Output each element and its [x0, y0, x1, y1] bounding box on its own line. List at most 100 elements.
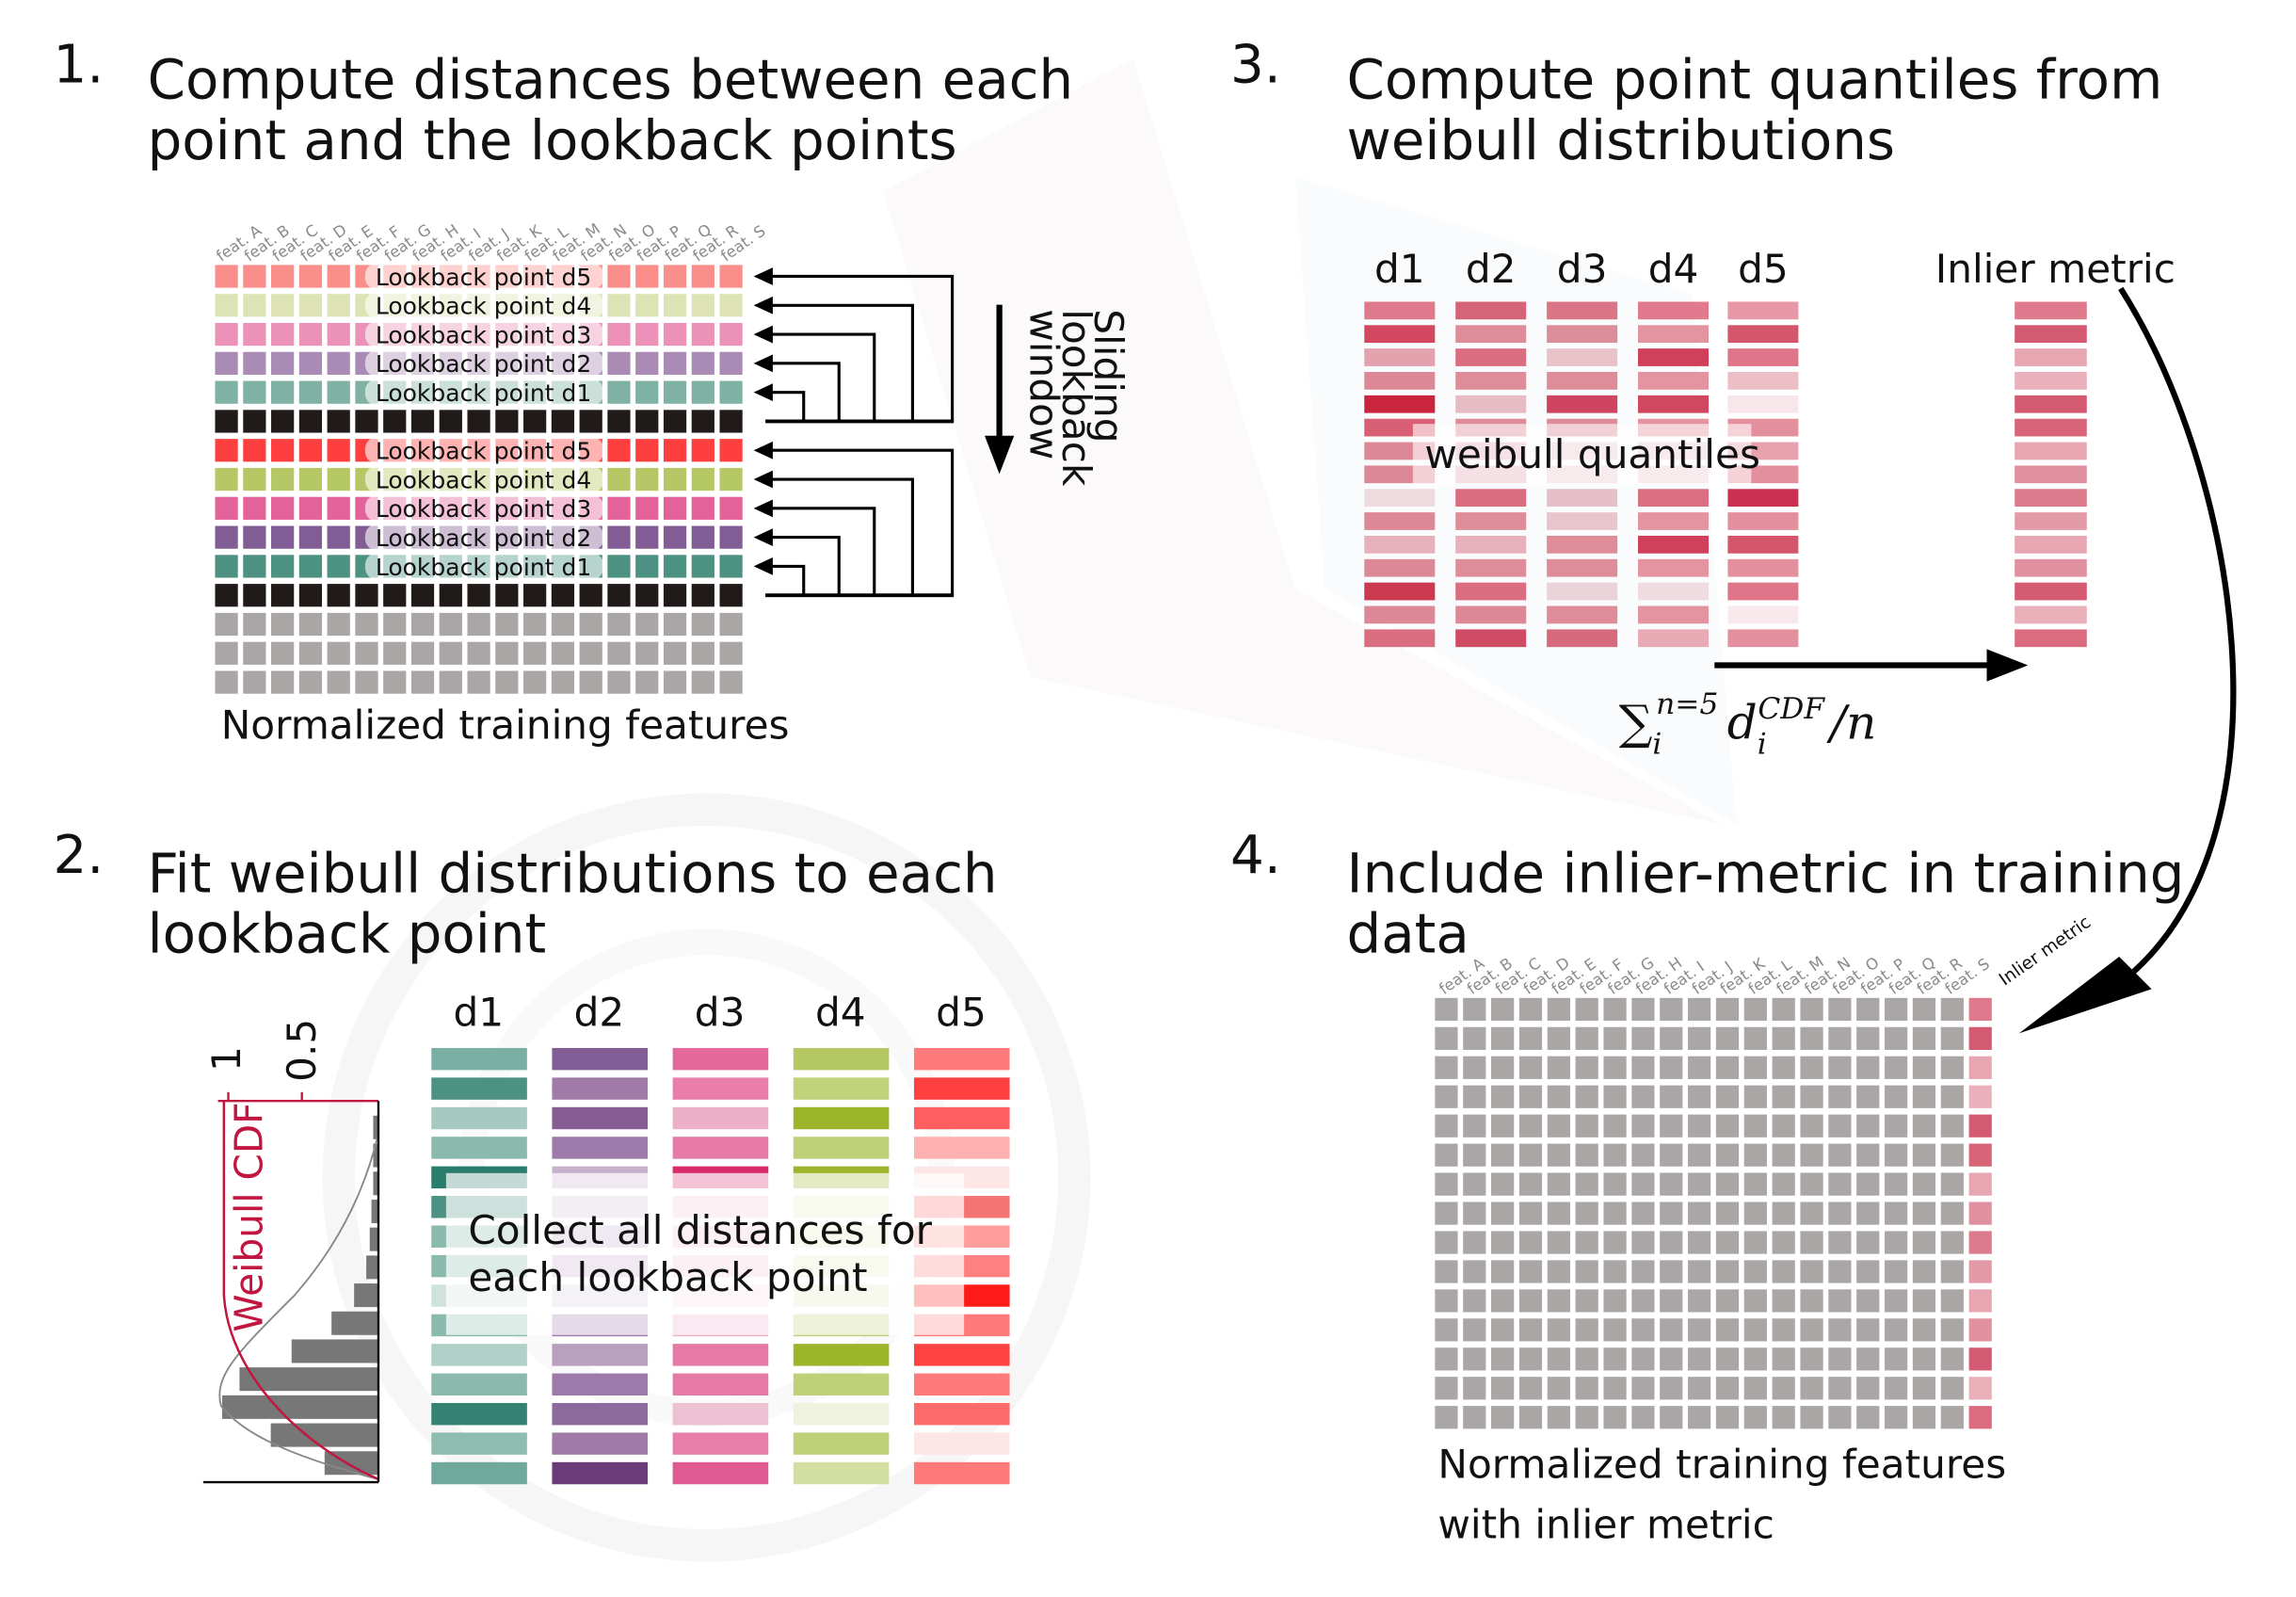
quantile-cell — [1638, 535, 1710, 554]
feature-cell — [410, 410, 435, 433]
quantile-cell — [1364, 558, 1436, 577]
inlier-cell — [1968, 997, 1992, 1022]
feature-cell — [1885, 997, 1908, 1022]
feature-cell — [243, 294, 266, 317]
histogram-bar — [373, 1115, 378, 1139]
feature-cell — [495, 612, 519, 637]
quantile-cell — [1455, 535, 1527, 554]
feature-cell — [1491, 1347, 1515, 1371]
feature-cell — [635, 351, 659, 375]
distance-cell — [431, 1344, 527, 1366]
feature-cell — [271, 380, 295, 404]
feature-cell — [1547, 1260, 1570, 1283]
lookback-connector — [768, 362, 841, 422]
quantile-cell — [1364, 512, 1436, 530]
distance-cell — [431, 1077, 527, 1100]
lookback-label-bg — [364, 494, 604, 522]
feature-cell — [1631, 1143, 1655, 1167]
feature-cell — [1828, 1318, 1852, 1342]
feature-cell — [691, 584, 714, 607]
feature-cell — [1435, 1143, 1458, 1167]
feature-cell — [579, 641, 602, 665]
histogram-bar — [371, 1199, 378, 1223]
feature-cell — [1631, 1231, 1655, 1254]
feature-cell — [1885, 1231, 1908, 1254]
panel-2: 2. Fit weibull distributions to each loo… — [54, 825, 1010, 1485]
distance-cell — [793, 1077, 890, 1100]
feature-cell — [1435, 1172, 1458, 1196]
feature-cell — [1772, 1231, 1795, 1254]
feature-cell — [1547, 1056, 1570, 1079]
column-label: d3 — [1557, 246, 1608, 292]
panel-1: 1. Compute distances between each point … — [54, 35, 1132, 749]
feature-cell — [1435, 1289, 1458, 1313]
feature-cell — [1856, 1289, 1880, 1313]
feature-cell — [243, 439, 266, 462]
arrow-left-icon — [753, 528, 773, 547]
aggregate-arrow — [1714, 649, 2029, 682]
column-label: d1 — [453, 990, 504, 1036]
feature-cell — [607, 351, 631, 375]
feature-cell — [635, 555, 659, 578]
feature-cell — [298, 641, 323, 665]
feature-cell — [663, 351, 687, 375]
feature-cell — [691, 670, 714, 694]
feature-cell — [1435, 1056, 1458, 1079]
feature-cell — [1885, 1056, 1908, 1079]
lookback-label-bg — [364, 292, 604, 319]
inlier-metric-header: Inlier metric — [1996, 912, 2095, 990]
feature-cell — [1715, 1377, 1740, 1400]
feature-cell — [1772, 1085, 1795, 1108]
feature-cell — [635, 612, 659, 637]
feature-cell — [635, 641, 659, 665]
feature-cell — [719, 439, 743, 462]
feature-cell — [1800, 1202, 1823, 1225]
feature-cell — [719, 351, 743, 375]
feature-cell — [1547, 1114, 1570, 1137]
feature-cell — [1463, 1202, 1486, 1225]
feature-cell — [1940, 1289, 1964, 1313]
feature-cell — [1715, 1347, 1740, 1371]
feature-cell — [1660, 1260, 1683, 1283]
feature-cell — [663, 555, 687, 578]
feature-cell — [1885, 1347, 1908, 1371]
feature-cell — [1772, 997, 1795, 1022]
feature-cell — [691, 641, 714, 665]
feature-cell — [1940, 1406, 1964, 1429]
inlier-cell — [2015, 629, 2087, 648]
feature-cell — [1715, 1143, 1740, 1167]
feature-cell — [1631, 1114, 1655, 1137]
arrow-left-icon — [753, 499, 773, 518]
overlay-text: each lookback point — [468, 1254, 867, 1300]
feature-cell — [1688, 1056, 1711, 1079]
feature-cell — [1688, 1085, 1711, 1108]
feature-cell — [607, 584, 631, 607]
feature-cell — [243, 380, 266, 404]
feature-cell — [1743, 1202, 1767, 1225]
feature-cell — [410, 641, 435, 665]
feature-cell — [298, 555, 323, 578]
inlier-cell — [2015, 395, 2087, 413]
feature-cell — [1940, 1114, 1964, 1137]
feature-cell — [1575, 1026, 1598, 1050]
feature-cell — [719, 525, 743, 549]
inlier-cell — [2015, 512, 2087, 530]
distance-cell — [552, 1461, 649, 1485]
feature-cell — [327, 496, 350, 520]
feature-cell — [467, 410, 490, 433]
quantile-cell — [1364, 325, 1436, 344]
feature-cell — [691, 351, 714, 375]
feature-cell — [691, 265, 714, 288]
feature-cell — [607, 439, 631, 462]
feature-cell — [1856, 1114, 1880, 1137]
distance-cell — [672, 1461, 769, 1485]
distance-cell — [431, 1106, 527, 1130]
feature-cell — [1885, 1377, 1908, 1400]
inlier-cell — [1968, 1143, 1992, 1167]
feature-cell — [1772, 1289, 1795, 1313]
panel-title: Include inlier-metric in training — [1347, 841, 2185, 905]
feature-cell — [1518, 1143, 1543, 1167]
feature-cell — [1743, 1231, 1767, 1254]
feature-cell — [663, 467, 687, 492]
